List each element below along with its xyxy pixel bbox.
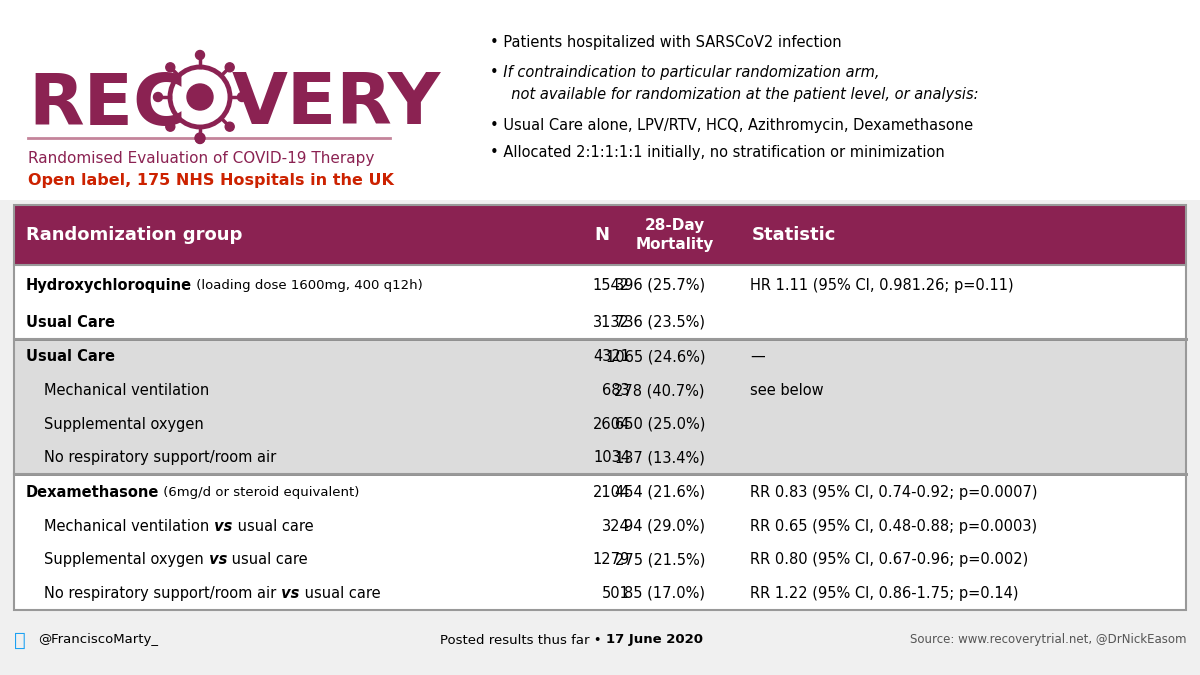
Text: REC: REC xyxy=(28,70,186,140)
Text: 17 June 2020: 17 June 2020 xyxy=(606,634,703,647)
Text: 1065 (24.6%): 1065 (24.6%) xyxy=(606,349,706,364)
Text: usual care: usual care xyxy=(227,552,307,567)
Bar xyxy=(14,265,1186,306)
Circle shape xyxy=(187,84,214,110)
Bar xyxy=(0,0,1200,200)
Text: Mechanical ventilation: Mechanical ventilation xyxy=(44,519,209,534)
Circle shape xyxy=(166,122,175,131)
Text: 2604: 2604 xyxy=(593,416,630,432)
Text: • If contraindication to particular randomization arm,: • If contraindication to particular rand… xyxy=(490,65,880,80)
Text: RR 0.80 (95% CI, 0.67-0.96; p=0.002): RR 0.80 (95% CI, 0.67-0.96; p=0.002) xyxy=(750,552,1028,567)
Text: 🐦: 🐦 xyxy=(14,630,25,649)
Text: Posted results thus far •: Posted results thus far • xyxy=(440,634,606,647)
Text: 94 (29.0%): 94 (29.0%) xyxy=(624,519,706,534)
Text: 736 (23.5%): 736 (23.5%) xyxy=(616,315,706,329)
Text: 501: 501 xyxy=(602,586,630,601)
Text: vs: vs xyxy=(204,552,227,567)
Text: 85 (17.0%): 85 (17.0%) xyxy=(624,586,706,601)
Text: 396 (25.7%): 396 (25.7%) xyxy=(614,277,706,293)
Text: 4321: 4321 xyxy=(593,349,630,364)
Text: 650 (25.0%): 650 (25.0%) xyxy=(614,416,706,432)
Bar xyxy=(14,576,1186,610)
Circle shape xyxy=(226,63,234,72)
Text: Statistic: Statistic xyxy=(752,226,836,244)
Text: Dexamethasone: Dexamethasone xyxy=(26,485,160,500)
Text: Randomised Evaluation of COVID-19 Therapy: Randomised Evaluation of COVID-19 Therap… xyxy=(28,151,374,165)
Circle shape xyxy=(196,51,204,59)
Bar xyxy=(14,374,1186,408)
Text: • Usual Care alone, LPV/RTV, HCQ, Azithromycin, Dexamethasone: • Usual Care alone, LPV/RTV, HCQ, Azithr… xyxy=(490,118,973,133)
Text: 454 (21.6%): 454 (21.6%) xyxy=(614,485,706,500)
Circle shape xyxy=(154,92,162,101)
Text: 275 (21.5%): 275 (21.5%) xyxy=(614,552,706,567)
Text: No respiratory support/room air: No respiratory support/room air xyxy=(44,586,276,601)
Circle shape xyxy=(238,92,246,101)
Text: vs: vs xyxy=(276,586,300,601)
Text: 278 (40.7%): 278 (40.7%) xyxy=(614,383,706,398)
Text: vs: vs xyxy=(209,519,233,534)
Circle shape xyxy=(196,134,204,144)
Text: @FranciscoMarty_: @FranciscoMarty_ xyxy=(38,634,158,647)
Circle shape xyxy=(166,63,175,72)
Bar xyxy=(14,510,1186,543)
Text: 3132: 3132 xyxy=(593,315,630,329)
Bar xyxy=(14,475,1186,510)
Text: RR 1.22 (95% CI, 0.86-1.75; p=0.14): RR 1.22 (95% CI, 0.86-1.75; p=0.14) xyxy=(750,586,1019,601)
Text: • Allocated 2:1:1:1:1 initially, no stratification or minimization: • Allocated 2:1:1:1:1 initially, no stra… xyxy=(490,145,944,160)
Text: 324: 324 xyxy=(602,519,630,534)
Text: Supplemental oxygen: Supplemental oxygen xyxy=(44,416,204,432)
Text: 1034: 1034 xyxy=(593,450,630,465)
Text: 137 (13.4%): 137 (13.4%) xyxy=(616,450,706,465)
Bar xyxy=(14,339,1186,374)
Text: Open label, 175 NHS Hospitals in the UK: Open label, 175 NHS Hospitals in the UK xyxy=(28,173,394,188)
Bar xyxy=(14,543,1186,576)
Text: (loading dose 1600mg, 400 q12h): (loading dose 1600mg, 400 q12h) xyxy=(192,279,422,292)
Text: Randomization group: Randomization group xyxy=(26,226,242,244)
Text: No respiratory support/room air: No respiratory support/room air xyxy=(44,450,276,465)
Bar xyxy=(14,205,1186,265)
Text: not available for randomization at the patient level, or analysis:: not available for randomization at the p… xyxy=(502,87,978,102)
Text: VERY: VERY xyxy=(232,70,442,140)
Text: see below: see below xyxy=(750,383,823,398)
Text: Usual Care: Usual Care xyxy=(26,349,115,364)
Text: 683: 683 xyxy=(602,383,630,398)
Text: Hydroxychloroquine: Hydroxychloroquine xyxy=(26,277,192,293)
Text: 28-Day
Mortality: 28-Day Mortality xyxy=(636,218,714,252)
Text: RR 0.83 (95% CI, 0.74-0.92; p=0.0007): RR 0.83 (95% CI, 0.74-0.92; p=0.0007) xyxy=(750,485,1038,500)
Circle shape xyxy=(194,133,205,143)
Text: —: — xyxy=(750,349,764,364)
Text: HR 1.11 (95% CI, 0.981.26; p=0.11): HR 1.11 (95% CI, 0.981.26; p=0.11) xyxy=(750,277,1014,293)
Text: N: N xyxy=(594,226,610,244)
Text: 2104: 2104 xyxy=(593,485,630,500)
Text: Supplemental oxygen: Supplemental oxygen xyxy=(44,552,204,567)
Text: usual care: usual care xyxy=(300,586,380,601)
Text: Source: www.recoverytrial.net, @DrNickEasom: Source: www.recoverytrial.net, @DrNickEa… xyxy=(910,634,1186,647)
Text: • Patients hospitalized with SARSCoV2 infection: • Patients hospitalized with SARSCoV2 in… xyxy=(490,35,841,50)
Text: Usual Care: Usual Care xyxy=(26,315,115,329)
Bar xyxy=(14,408,1186,441)
Text: 1542: 1542 xyxy=(593,277,630,293)
Bar xyxy=(14,441,1186,475)
Text: RR 0.65 (95% CI, 0.48-0.88; p=0.0003): RR 0.65 (95% CI, 0.48-0.88; p=0.0003) xyxy=(750,519,1037,534)
Text: 1279: 1279 xyxy=(593,552,630,567)
Text: (6mg/d or steroid equivalent): (6mg/d or steroid equivalent) xyxy=(160,485,360,499)
Circle shape xyxy=(226,122,234,131)
Bar xyxy=(14,205,1186,610)
Text: Mechanical ventilation: Mechanical ventilation xyxy=(44,383,209,398)
Bar xyxy=(14,306,1186,339)
Text: usual care: usual care xyxy=(233,519,313,534)
